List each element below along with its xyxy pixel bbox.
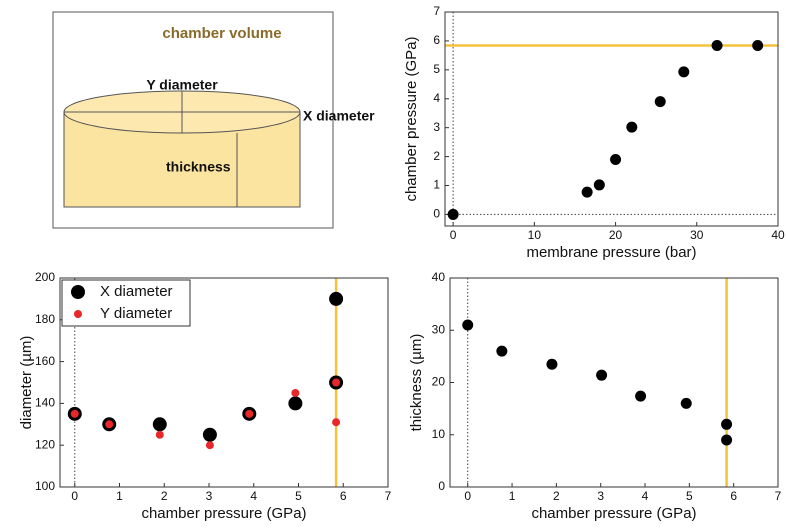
x-tick-label: 5 — [295, 489, 302, 503]
x-tick-label: 0 — [464, 489, 471, 503]
data-point — [155, 430, 164, 439]
data-point — [496, 345, 508, 357]
y-tick-label: 40 — [432, 270, 446, 284]
data-point — [447, 208, 459, 220]
y-tick-label: 0 — [433, 207, 440, 221]
data-point — [711, 40, 723, 52]
data-point — [680, 397, 692, 409]
data-point — [721, 418, 733, 430]
x-tick-label: 5 — [686, 489, 693, 503]
y-tick-label: 160 — [35, 354, 55, 368]
data-point — [291, 388, 300, 397]
legend-marker — [74, 310, 82, 318]
x-axis-label: chamber pressure (GPa) — [531, 505, 696, 522]
data-point — [546, 358, 558, 370]
y-tick-label: 140 — [35, 396, 55, 410]
x-tick-label: 2 — [161, 489, 168, 503]
y-tick-label: 6 — [433, 33, 440, 47]
x-axis-label: membrane pressure (bar) — [526, 244, 696, 261]
y-tick-label: 5 — [433, 62, 440, 76]
x-tick-label: 0 — [71, 489, 78, 503]
y-tick-label: 0 — [438, 479, 445, 493]
data-point — [596, 369, 608, 381]
data-point — [610, 153, 622, 165]
x-tick-label: 4 — [642, 489, 649, 503]
legend-marker — [71, 285, 85, 299]
data-point — [462, 319, 474, 331]
data-point — [245, 409, 254, 418]
legend-label: X diameter — [100, 283, 173, 300]
x-tick-label: 0 — [450, 228, 457, 242]
y-tick-label: 200 — [35, 270, 55, 284]
data-point — [654, 96, 666, 108]
y-tick-label: 1 — [433, 178, 440, 192]
x-tick-label: 3 — [206, 489, 213, 503]
data-point — [70, 409, 79, 418]
data-point — [332, 378, 341, 387]
y-axis-label: diameter (µm) — [18, 336, 35, 430]
chart: 0 10 20 30 40 0 1 2 3 4 5 6 7 membrane pressure (bar)… — [403, 4, 785, 261]
x-tick-label: 6 — [340, 489, 347, 503]
x-tick-label: 1 — [509, 489, 516, 503]
y-tick-label: 120 — [35, 437, 55, 451]
data-point — [593, 179, 605, 191]
diagram-label: thickness — [166, 159, 231, 175]
data-point — [678, 66, 690, 78]
x-tick-label: 10 — [528, 228, 542, 242]
data-point — [202, 427, 217, 442]
y-tick-label: 180 — [35, 312, 55, 326]
x-tick-label: 20 — [609, 228, 623, 242]
diagram: chamber volume Y diameter X diameter thi… — [52, 11, 375, 229]
data-point — [635, 390, 647, 402]
x-tick-label: 40 — [771, 228, 785, 242]
y-axis-label: thickness (µm) — [408, 334, 425, 432]
y-tick-label: 4 — [433, 91, 440, 105]
y-tick-label: 100 — [35, 479, 55, 493]
y-tick-label: 20 — [432, 375, 446, 389]
y-tick-label: 10 — [432, 427, 446, 441]
y-tick-label: 30 — [432, 322, 446, 336]
diagram-label: Y diameter — [146, 77, 218, 93]
data-point — [581, 186, 593, 198]
x-tick-label: 4 — [250, 489, 257, 503]
x-tick-label: 30 — [690, 228, 704, 242]
x-tick-label: 2 — [553, 489, 560, 503]
data-point — [205, 441, 214, 450]
x-tick-label: 1 — [116, 489, 123, 503]
legend-label: Y diameter — [100, 305, 172, 322]
data-point — [329, 291, 344, 306]
data-point — [332, 418, 341, 427]
diagram-label: X diameter — [303, 108, 375, 124]
x-tick-label: 7 — [775, 489, 782, 503]
plot-frame — [449, 277, 779, 488]
data-point — [105, 420, 114, 429]
data-point — [288, 396, 303, 411]
x-tick-label: 7 — [385, 489, 392, 503]
data-point — [752, 40, 764, 52]
chart: 0 1 2 3 4 5 6 7 100 120 140 160 180 200 chamber pressu… — [18, 270, 392, 522]
y-axis-label: chamber pressure (GPa) — [403, 36, 420, 201]
x-axis-label: chamber pressure (GPa) — [141, 505, 306, 522]
plot-frame — [59, 277, 389, 488]
y-tick-label: 7 — [433, 4, 440, 18]
y-tick-label: 3 — [433, 120, 440, 134]
data-point — [626, 121, 638, 133]
chart: 0 1 2 3 4 5 6 7 0 10 20 30 40 chamber pressure (GPa) t… — [408, 270, 782, 522]
data-point — [152, 417, 167, 432]
plot-frame — [444, 11, 779, 227]
x-tick-label: 6 — [730, 489, 737, 503]
x-tick-label: 3 — [597, 489, 604, 503]
diagram-title: chamber volume — [162, 25, 281, 42]
y-tick-label: 2 — [433, 149, 440, 163]
data-point — [721, 434, 733, 446]
